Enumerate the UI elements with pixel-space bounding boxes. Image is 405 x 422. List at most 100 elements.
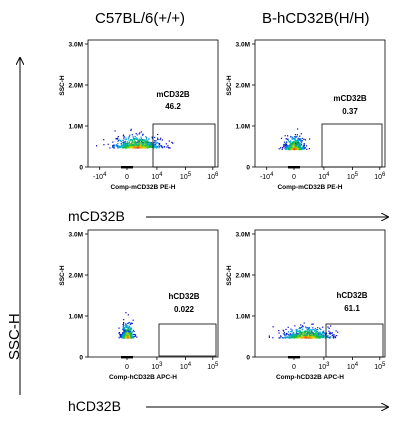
cell-dot [123,319,125,321]
cell-dot [125,323,127,325]
cell-dot [294,334,296,336]
cell-dot [288,141,290,143]
cell-dot [142,146,144,148]
cell-dot [293,143,295,145]
cell-dot [148,138,150,140]
cell-dot [293,335,295,337]
cell-dot [282,333,285,335]
cell-dot [155,146,157,148]
cell-dot [140,143,142,145]
cell-dot [123,147,125,149]
cell-dot [330,336,332,338]
cell-dot [125,334,127,336]
cell-dot [145,142,148,144]
cell-dot [130,329,132,331]
cell-dot [146,145,149,147]
cell-dot [310,335,312,337]
cell-dot [297,146,299,148]
cell-dot [297,145,299,147]
cell-dot [284,147,286,149]
cell-dot [299,332,301,334]
cell-dot [313,335,315,337]
cell-dot [294,325,296,327]
cell-dot [289,143,291,145]
cell-dot [125,331,127,333]
cell-dot [332,334,334,336]
cell-dot [134,333,136,335]
cell-dot [287,337,289,339]
cell-dot [285,328,287,330]
cell-dot [312,334,314,336]
cell-dot [136,145,138,147]
cell-dot [129,134,131,136]
cell-dot [126,337,129,339]
cell-dot [134,142,136,144]
cell-dot [283,141,286,143]
column-title-right: B-hCD32B(H/H) [262,10,370,27]
cell-dot [314,335,316,337]
cell-dot [123,144,125,146]
cell-dot [123,136,125,138]
cell-dot [292,141,294,143]
cell-dot [133,147,135,149]
cell-dot [312,336,314,338]
cell-dot [291,144,293,146]
cell-dot [308,336,310,338]
cell-dot [293,145,295,147]
cell-dot [310,328,312,331]
cell-dot [295,143,297,145]
cell-dot [317,335,319,337]
cell-dot [304,147,306,149]
cell-dot [305,333,307,335]
cell-dot [139,132,141,134]
cell-dot [159,139,161,141]
cell-dot [297,334,299,336]
y-tick-label: 3.0M [69,232,83,239]
cell-dot [304,147,306,150]
cell-dot [331,332,333,334]
cell-dot [305,327,307,329]
cell-dot [288,148,290,150]
cell-dot [300,148,302,150]
cell-dot [299,138,301,140]
cell-dot [291,333,293,336]
x-tick-label: 104 [151,172,163,181]
cell-dot [117,136,119,138]
cell-dot [155,140,157,142]
cell-dot [118,145,120,147]
cell-dot [133,146,135,148]
cell-dot [329,336,331,338]
cell-dot [319,327,321,329]
cell-dot [292,335,294,337]
cell-dot [133,336,135,338]
cell-dot [324,333,326,335]
cell-dot [153,147,155,149]
cell-dot [284,135,286,137]
cell-dot [304,335,306,337]
cell-dot [300,146,302,148]
x-tick-label: 104 [180,362,192,371]
cell-dot [139,146,141,148]
cell-dot [136,141,138,144]
cell-dot [124,329,126,331]
cell-dot [142,134,144,136]
cell-dot [292,138,294,140]
cell-dot [306,336,308,338]
cell-dot [119,139,121,141]
y-axis-label: SSC-H [59,75,66,96]
cell-dot [136,146,138,148]
x-tick-label: 104 [318,172,330,181]
cell-dot [158,146,161,148]
cell-dot [124,146,126,148]
cell-dot [322,336,325,338]
cell-dot [323,330,325,332]
cell-dot [303,336,305,338]
cell-dot [311,323,313,325]
cell-dot [133,143,135,145]
cell-dot [298,142,300,144]
cell-dot [323,335,325,337]
cell-dot [321,335,323,337]
cell-dot [154,140,156,142]
cell-dot [300,324,302,326]
cell-dot [125,143,127,145]
